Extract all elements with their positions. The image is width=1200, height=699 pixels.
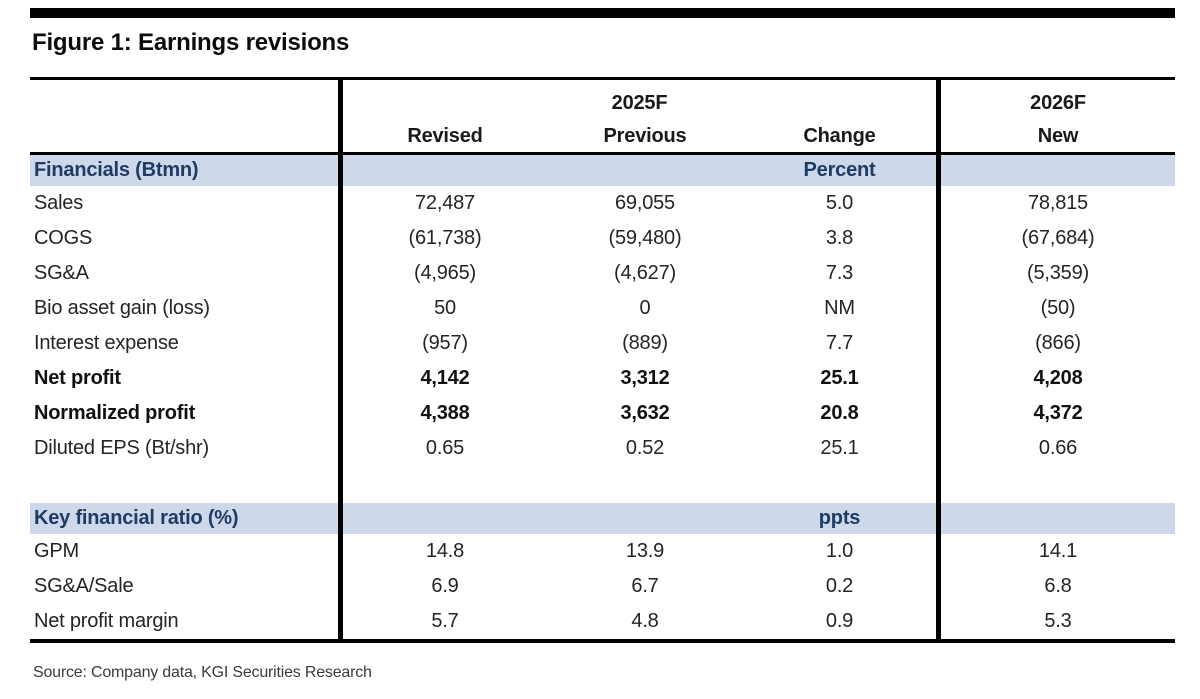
cell-revised: 0.65 xyxy=(425,437,465,459)
earnings-revisions-table: 2025F 2026F Revised Previous Change New … xyxy=(30,77,1175,643)
row-label: Diluted EPS (Bt/shr) xyxy=(34,437,209,459)
cell-revised: 5.7 xyxy=(431,610,459,632)
cell-change: 0.9 xyxy=(825,610,854,632)
cell-revised: (4,965) xyxy=(414,262,476,284)
row-label: SG&A xyxy=(34,262,89,284)
table-row-bio-asset-gain: Bio asset gain (loss) 50 0 NM (50) xyxy=(30,291,1175,326)
spacer xyxy=(30,115,338,152)
table-row-sga: SG&A (4,965) (4,627) 7.3 (5,359) xyxy=(30,256,1175,291)
cell-previous: 0 xyxy=(639,297,651,319)
cell-new: 6.8 xyxy=(1044,575,1072,597)
row-label: Interest expense xyxy=(34,332,179,354)
table-top-rule xyxy=(30,77,1175,80)
cell-change: 7.3 xyxy=(825,262,854,284)
cell-new: 4,372 xyxy=(1033,402,1083,424)
cell-change: 7.7 xyxy=(825,332,854,354)
cell-new: (50) xyxy=(1040,297,1076,319)
cell-new: 14.1 xyxy=(1038,540,1078,562)
cell-revised: (61,738) xyxy=(408,227,482,249)
cell-previous: 6.7 xyxy=(631,575,659,597)
table-row-sales: Sales 72,487 69,055 5.0 78,815 xyxy=(30,186,1175,221)
col-group-2026f: 2026F xyxy=(1030,92,1086,114)
top-rule-bar xyxy=(30,8,1175,18)
col-header-revised: Revised xyxy=(407,125,483,147)
cell-previous: (4,627) xyxy=(614,262,676,284)
cell-new: 5.3 xyxy=(1044,610,1072,632)
figure-panel: Figure 1: Earnings revisions 2025F 2026F… xyxy=(30,8,1175,682)
figure-title: Figure 1: Earnings revisions xyxy=(32,29,350,56)
cell-revised: 14.8 xyxy=(425,540,465,562)
table-row-net-profit: Net profit 4,142 3,312 25.1 4,208 xyxy=(30,361,1175,396)
column-divider-left xyxy=(338,77,343,643)
blank-row xyxy=(30,466,1175,503)
cell-change: 0.2 xyxy=(825,575,854,597)
spacer xyxy=(343,503,547,534)
table-row-diluted-eps: Diluted EPS (Bt/shr) 0.65 0.52 25.1 0.66 xyxy=(30,431,1175,466)
header-column-row: Revised Previous Change New xyxy=(30,115,1175,152)
table-row-gpm: GPM 14.8 13.9 1.0 14.1 xyxy=(30,534,1175,569)
cell-previous: (59,480) xyxy=(608,227,682,249)
cell-new: (67,684) xyxy=(1021,227,1095,249)
header-year-row: 2025F 2026F xyxy=(30,80,1175,115)
row-label: Net profit margin xyxy=(34,610,179,632)
col-header-new: New xyxy=(1037,125,1079,147)
cell-change: 5.0 xyxy=(825,192,854,214)
cell-change: 3.8 xyxy=(825,227,854,249)
table-row-sga-sale: SG&A/Sale 6.9 6.7 0.2 6.8 xyxy=(30,569,1175,604)
cell-new: 4,208 xyxy=(1033,367,1083,389)
cell-change: 20.8 xyxy=(820,402,859,424)
cell-revised: 72,487 xyxy=(415,192,475,214)
section-header-financials: Financials (Btmn) Percent xyxy=(30,155,1175,186)
cell-revised: (957) xyxy=(422,332,468,354)
row-label: COGS xyxy=(34,227,93,249)
cell-new: 0.66 xyxy=(1038,437,1078,459)
row-label: SG&A/Sale xyxy=(34,575,134,597)
col-header-previous: Previous xyxy=(603,125,687,147)
header-bottom-rule xyxy=(30,152,1175,155)
cell-previous: 13.9 xyxy=(625,540,665,562)
spacer xyxy=(343,155,547,186)
row-label: Normalized profit xyxy=(34,402,196,424)
cell-revised: 4,388 xyxy=(420,402,470,424)
col-group-2025f: 2025F xyxy=(611,92,668,114)
row-label: Net profit xyxy=(34,367,121,389)
spacer xyxy=(941,155,1175,186)
cell-new: 78,815 xyxy=(1028,192,1088,214)
row-label: Bio asset gain (loss) xyxy=(34,297,210,319)
cell-revised: 6.9 xyxy=(431,575,459,597)
section-label: Financials (Btmn) xyxy=(34,159,199,181)
cell-previous: 4.8 xyxy=(631,610,659,632)
table-row-normalized-profit: Normalized profit 4,388 3,632 20.8 4,372 xyxy=(30,396,1175,431)
section-label: Key financial ratio (%) xyxy=(34,507,239,529)
cell-previous: 3,632 xyxy=(620,402,670,424)
cell-change: 25.1 xyxy=(820,437,859,459)
table-row-cogs: COGS (61,738) (59,480) 3.8 (67,684) xyxy=(30,221,1175,256)
col-header-change: Change xyxy=(803,125,876,147)
cell-previous: 3,312 xyxy=(620,367,670,389)
cell-change: 1.0 xyxy=(825,540,854,562)
cell-revised: 4,142 xyxy=(420,367,470,389)
cell-new: (5,359) xyxy=(1027,262,1089,284)
cell-revised: 50 xyxy=(434,297,456,319)
cell-previous: 69,055 xyxy=(615,192,675,214)
cell-change: 25.1 xyxy=(820,367,859,389)
source-note: Source: Company data, KGI Securities Res… xyxy=(33,664,372,681)
cell-previous: (889) xyxy=(622,332,668,354)
cell-new: (866) xyxy=(1035,332,1081,354)
row-label: Sales xyxy=(34,192,84,214)
spacer xyxy=(941,503,1175,534)
column-divider-right xyxy=(936,77,941,643)
change-unit-label: ppts xyxy=(818,507,861,529)
spacer xyxy=(547,503,743,534)
cell-previous: 0.52 xyxy=(625,437,665,459)
table-bottom-rule xyxy=(30,639,1175,643)
section-header-key-ratios: Key financial ratio (%) ppts xyxy=(30,503,1175,534)
change-unit-label: Percent xyxy=(803,159,876,181)
cell-change: NM xyxy=(824,297,855,319)
table-row-interest-expense: Interest expense (957) (889) 7.7 (866) xyxy=(30,326,1175,361)
table-row-net-profit-margin: Net profit margin 5.7 4.8 0.9 5.3 xyxy=(30,604,1175,639)
row-label: GPM xyxy=(34,540,79,562)
spacer xyxy=(547,155,743,186)
